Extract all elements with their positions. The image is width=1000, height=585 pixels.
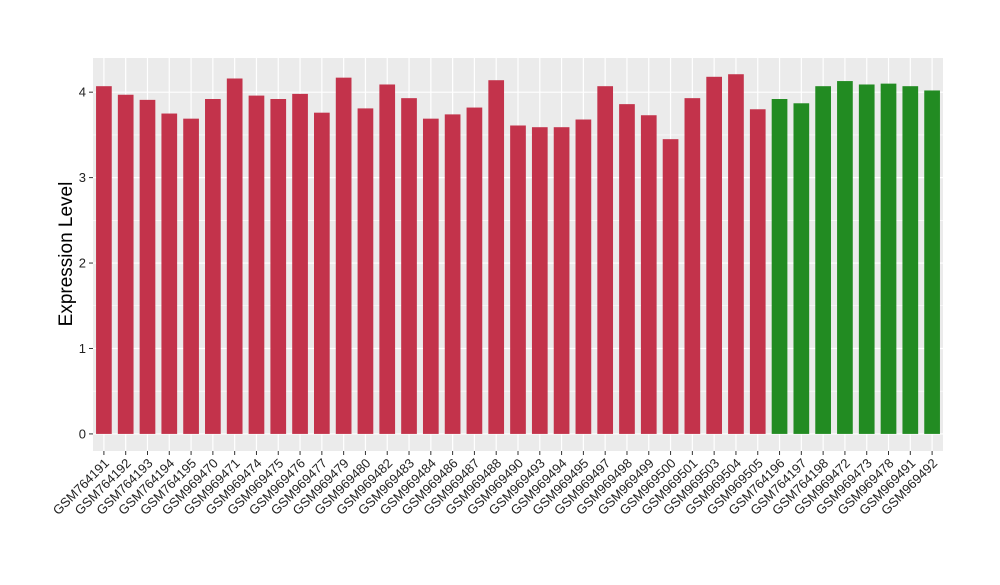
bar	[597, 86, 614, 434]
x-axis: GSM764191GSM764192GSM764193GSM764194GSM7…	[50, 451, 940, 518]
y-tick-label: 0	[79, 426, 86, 441]
bar	[444, 114, 461, 434]
y-tick-label: 3	[79, 170, 86, 185]
bar	[575, 119, 592, 434]
bars	[96, 74, 940, 434]
bar	[422, 118, 439, 434]
bar	[183, 118, 199, 434]
bar	[270, 99, 287, 434]
bar	[488, 80, 505, 434]
y-tick-label: 4	[79, 85, 86, 100]
bar	[640, 115, 657, 434]
bar	[226, 78, 243, 434]
bar	[117, 94, 134, 434]
bar	[357, 108, 374, 434]
y-tick-label: 1	[79, 341, 86, 356]
bar	[510, 125, 526, 434]
bar	[401, 98, 417, 434]
bar	[880, 83, 897, 434]
bar	[749, 109, 766, 434]
bar	[793, 103, 810, 434]
bar	[379, 84, 396, 434]
bar	[858, 84, 875, 434]
bar	[619, 104, 635, 434]
bar	[662, 139, 679, 434]
y-axis: 0 1 2 3 4	[79, 85, 93, 441]
bar	[531, 127, 548, 434]
bar	[815, 86, 831, 434]
bar	[684, 98, 701, 434]
bar	[706, 76, 722, 434]
y-axis-label: Expression Level	[56, 182, 77, 327]
bar	[466, 107, 483, 434]
bar	[837, 81, 853, 434]
bar	[96, 86, 112, 434]
bar	[205, 99, 221, 434]
bar	[728, 74, 744, 434]
bar	[902, 86, 919, 434]
bar	[139, 99, 156, 434]
bar	[924, 90, 940, 434]
bar	[292, 93, 308, 434]
bar	[771, 99, 788, 434]
bar	[161, 113, 178, 434]
bar	[335, 77, 352, 434]
bar	[248, 95, 265, 434]
bar	[553, 127, 570, 434]
bar	[314, 112, 330, 434]
y-tick-label: 2	[79, 256, 86, 271]
